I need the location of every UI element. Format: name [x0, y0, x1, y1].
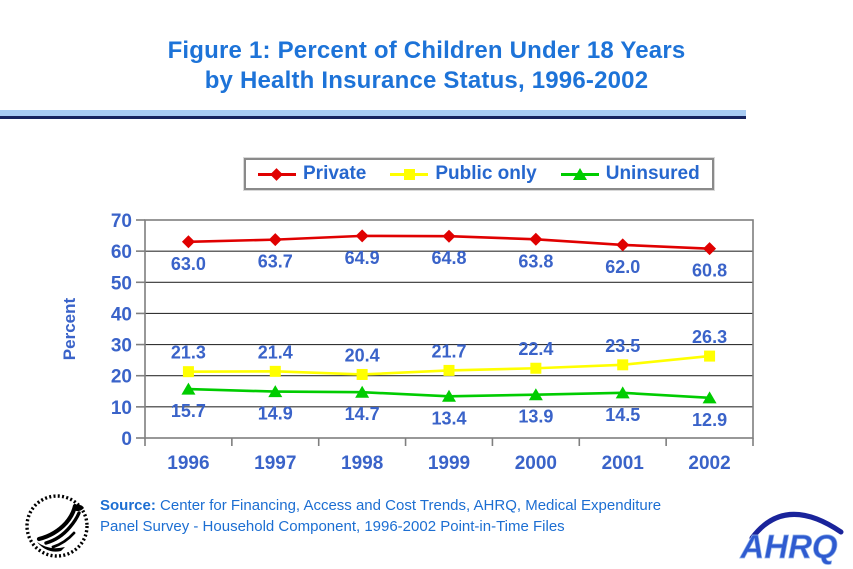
source-label: Source:: [100, 497, 156, 514]
series-private: [181, 229, 717, 256]
x-tick-label: 1999: [428, 453, 470, 474]
data-label: 13.4: [431, 408, 466, 428]
triangle-marker-icon: [615, 386, 630, 399]
data-label: 13.9: [518, 407, 553, 427]
data-label: 64.8: [431, 248, 466, 268]
title-divider-bar: [0, 110, 746, 119]
triangle-marker-icon: [560, 167, 599, 182]
data-label: 15.7: [171, 401, 206, 421]
ahrq-logo-text: AHRQ: [739, 528, 837, 565]
source-line2: Panel Survey - Household Component, 1996…: [100, 518, 565, 535]
square-marker-icon: [443, 364, 455, 376]
x-tick-label: 2001: [602, 453, 645, 474]
diamond-marker-icon: [703, 242, 717, 256]
triangle-marker-icon: [181, 382, 196, 395]
y-tick-label: 10: [111, 398, 132, 419]
legend-item-private: Private: [258, 163, 366, 185]
y-tick-label: 60: [111, 242, 132, 263]
diamond-marker-icon: [258, 167, 296, 182]
x-tick-label: 2000: [515, 453, 557, 474]
y-tick-label: 20: [111, 367, 132, 388]
y-axis: 0 10 20 30 40 50 60 70: [111, 211, 145, 450]
triangle-marker-icon: [268, 385, 283, 398]
figure-title: Figure 1: Percent of Children Under 18 Y…: [0, 36, 853, 96]
data-label: 21.3: [171, 343, 206, 363]
data-labels: 15.7 14.9 14.7 13.4 13.9 14.5 12.9: [171, 401, 727, 430]
diamond-marker-icon: [616, 238, 630, 252]
square-marker-icon: [617, 359, 629, 371]
source-note: Source: Center for Financing, Access and…: [100, 495, 720, 537]
y-tick-label: 50: [111, 273, 132, 294]
square-marker-icon: [390, 167, 429, 182]
x-tick-label: 2002: [688, 453, 730, 474]
triangle-marker-icon: [702, 391, 717, 404]
x-tick-label: 1996: [167, 453, 209, 474]
data-label: 22.4: [518, 339, 553, 359]
legend-label-public-only: Public only: [435, 163, 537, 184]
square-marker-icon: [182, 366, 194, 378]
square-marker-icon: [269, 365, 281, 377]
source-line1: Center for Financing, Access and Cost Tr…: [160, 497, 662, 514]
square-marker-icon: [356, 368, 368, 380]
data-label: 62.0: [605, 257, 640, 277]
triangle-marker-icon: [355, 385, 370, 398]
data-label: 60.8: [692, 261, 727, 281]
x-axis: 1996 1997 1998 1999 2000 2001 2002: [144, 438, 754, 474]
data-label: 63.7: [258, 252, 293, 272]
hhs-logo: [25, 494, 89, 558]
triangle-marker-icon: [442, 389, 456, 402]
data-label: 21.7: [431, 341, 466, 361]
y-tick-label: 30: [111, 336, 132, 357]
data-label: 14.7: [345, 404, 380, 424]
data-label: 64.9: [345, 248, 380, 268]
data-label: 14.9: [258, 404, 293, 424]
data-label: 63.0: [171, 254, 206, 274]
y-axis-title: Percent: [60, 297, 79, 360]
chart-legend: Private Public only Uninsured: [244, 158, 714, 190]
legend-label-private: Private: [303, 163, 367, 184]
y-tick-label: 40: [111, 304, 132, 325]
x-tick-label: 1998: [341, 453, 383, 474]
figure-title-line2: by Health Insurance Status, 1996-2002: [204, 67, 649, 94]
data-labels: 63.0 63.7 64.9 64.8 63.8 62.0 60.8: [171, 248, 727, 281]
plot-border: [144, 219, 754, 439]
legend-item-uninsured: Uninsured: [560, 163, 700, 185]
data-label: 14.5: [605, 405, 640, 425]
y-tick-label: 0: [121, 429, 132, 450]
diamond-marker-icon: [268, 233, 282, 247]
y-tick-label: 70: [111, 211, 132, 232]
data-label: 23.5: [605, 336, 640, 356]
figure-title-line1: Figure 1: Percent of Children Under 18 Y…: [167, 37, 686, 64]
data-label: 26.3: [692, 327, 727, 347]
series-uninsured: [181, 382, 717, 404]
square-marker-icon: [704, 350, 716, 362]
series-public-only: [182, 350, 716, 380]
x-tick-label: 1997: [254, 453, 296, 474]
data-label: 63.8: [518, 251, 553, 271]
diamond-marker-icon: [181, 235, 195, 249]
triangle-marker-icon: [528, 388, 543, 401]
data-label: 12.9: [692, 410, 727, 430]
ahrq-logo: AHRQ: [739, 511, 844, 565]
data-label: 20.4: [345, 345, 380, 365]
data-label: 21.4: [258, 342, 293, 362]
data-labels: 21.3 21.4 20.4 21.7 22.4 23.5 26.3: [171, 327, 727, 365]
line-chart: 0 10 20 30 40 50 60 70 1996 1997 1998 1999 2000 2001 2…: [60, 211, 754, 474]
legend-label-uninsured: Uninsured: [605, 163, 700, 184]
diamond-marker-icon: [442, 229, 456, 243]
diamond-marker-icon: [355, 229, 369, 243]
square-marker-icon: [530, 362, 542, 374]
legend-item-public-only: Public only: [390, 163, 537, 185]
diamond-marker-icon: [529, 232, 543, 246]
